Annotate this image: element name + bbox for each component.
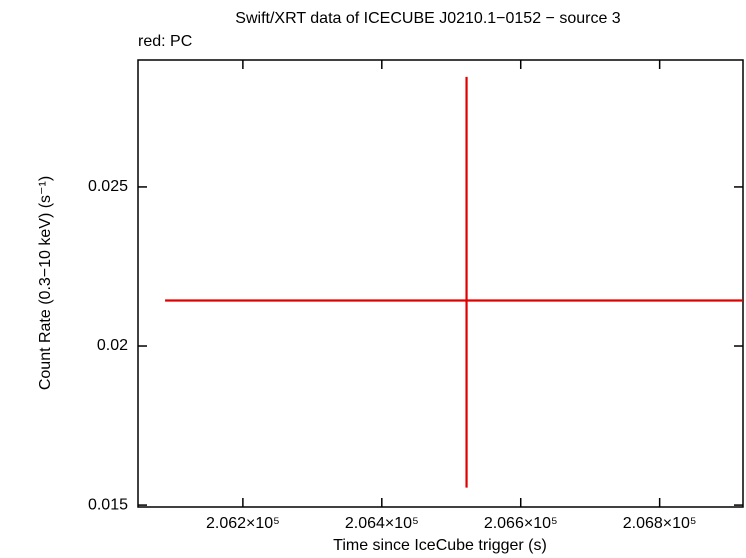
x-axis-label: Time since IceCube trigger (s) <box>333 537 547 554</box>
chart-subtitle: red: PC <box>138 33 192 50</box>
y-tick-label: 0.02 <box>97 337 128 354</box>
y-tick-label: 0.025 <box>88 178 128 195</box>
x-tick-label: 2.062×10⁵ <box>206 515 280 532</box>
x-tick-label: 2.066×10⁵ <box>484 515 558 532</box>
chart-title: Swift/XRT data of ICECUBE J0210.1−0152 −… <box>235 10 621 27</box>
x-tick-label: 2.068×10⁵ <box>623 515 697 532</box>
y-axis-label: Count Rate (0.3−10 keV) (s⁻¹) <box>37 176 54 390</box>
y-tick-label: 0.015 <box>88 496 128 513</box>
x-tick-label: 2.064×10⁵ <box>345 515 419 532</box>
plot-frame <box>137 59 744 508</box>
